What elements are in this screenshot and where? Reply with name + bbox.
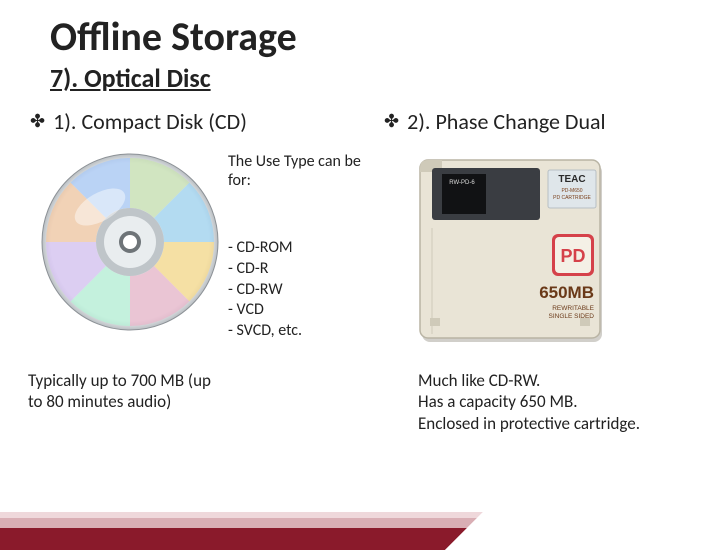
svg-text:REWRITABLE: REWRITABLE — [552, 305, 594, 312]
bullet-icon: ✤ — [384, 111, 399, 132]
pd-caption: Much like CD-RW.Has a capacity 650 MB.En… — [418, 370, 708, 434]
cd-types-list: - CD-ROM- CD-R- CD-RW- VCD- SVCD, etc. — [228, 238, 302, 342]
bullet-icon: ✤ — [30, 111, 45, 132]
left-heading-row: ✤ 1). Compact Disk (CD) — [30, 108, 247, 135]
right-heading: 2). Phase Change Dual — [407, 108, 606, 135]
svg-text:PD CARTRIDGE: PD CARTRIDGE — [553, 195, 591, 201]
svg-text:PD-M650: PD-M650 — [561, 188, 582, 194]
page-title: Offline Storage — [50, 12, 297, 61]
left-heading: 1). Compact Disk (CD) — [53, 108, 247, 135]
cd-image — [40, 152, 220, 332]
section-subtitle: 7). Optical Disc — [50, 62, 211, 94]
pd-cartridge-image: RW-PD-6 TEAC PD-M650 PD CARTRIDGE PD 650… — [418, 158, 606, 346]
use-type-label: The Use Type can be for: — [228, 152, 368, 190]
list-item: - CD-R — [228, 259, 302, 280]
list-item: - VCD — [228, 300, 302, 321]
svg-text:650MB: 650MB — [539, 283, 594, 302]
cd-caption: Typically up to 700 MB (up to 80 minutes… — [28, 370, 228, 413]
svg-text:RW-PD-6: RW-PD-6 — [449, 180, 475, 186]
list-item: - CD-RW — [228, 280, 302, 301]
list-item: - CD-ROM — [228, 238, 302, 259]
svg-text:PD: PD — [560, 246, 585, 266]
right-heading-row: ✤ 2). Phase Change Dual — [384, 108, 606, 135]
list-item: - SVCD, etc. — [228, 321, 302, 342]
svg-text:TEAC: TEAC — [558, 174, 585, 185]
